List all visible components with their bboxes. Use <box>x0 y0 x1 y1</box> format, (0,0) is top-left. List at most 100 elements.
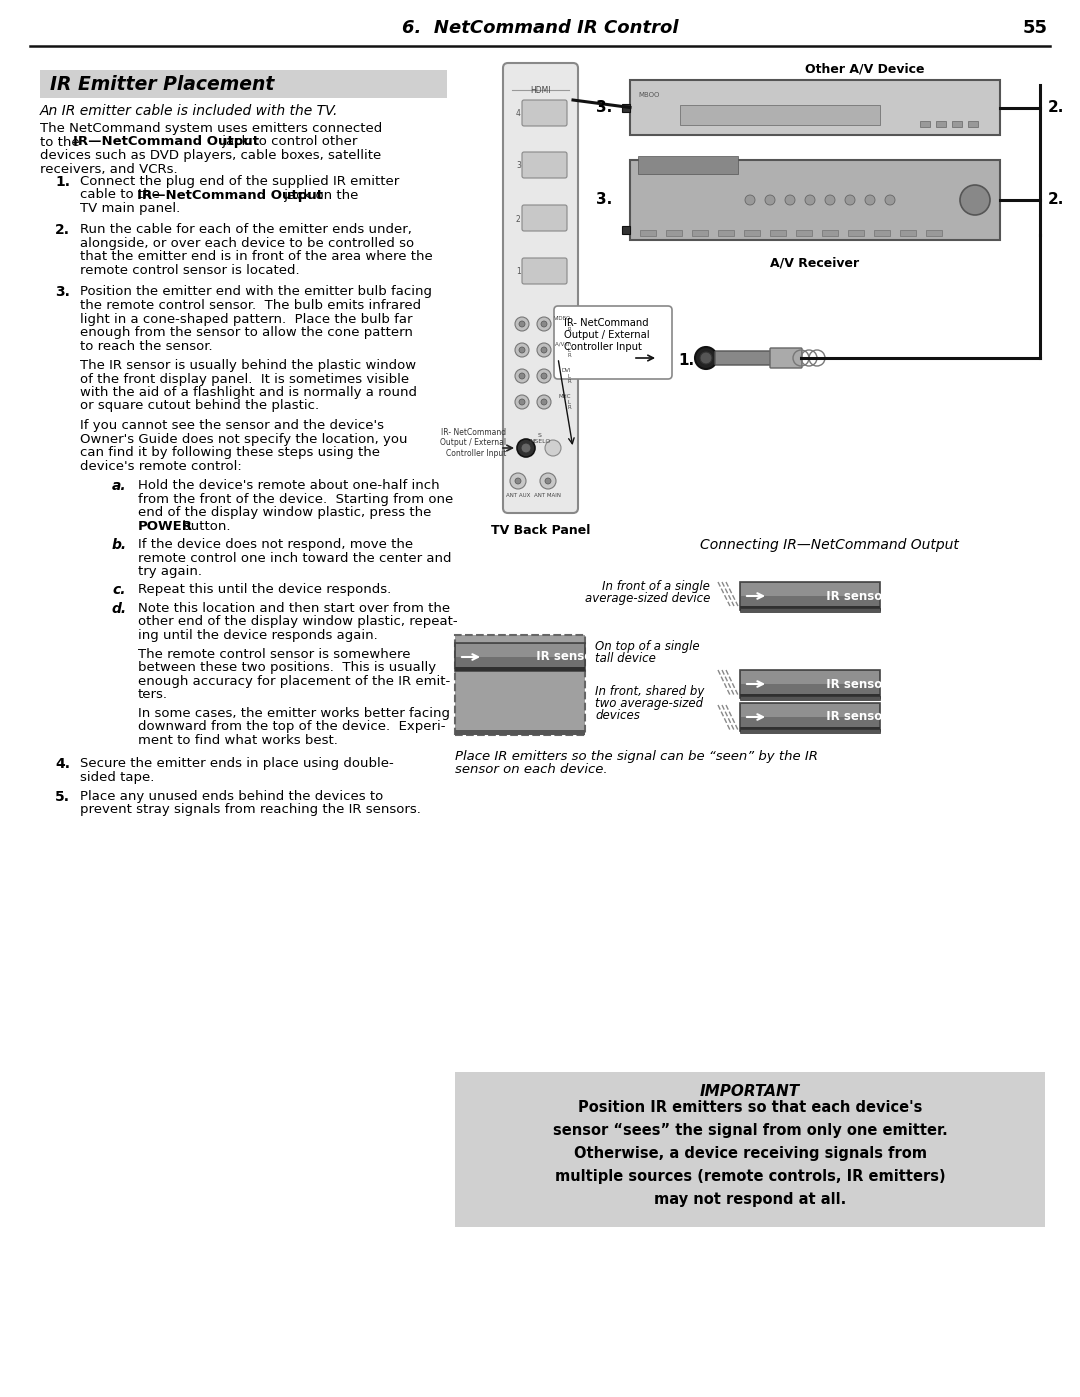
Bar <box>640 231 656 236</box>
Circle shape <box>515 369 529 383</box>
Bar <box>638 156 738 175</box>
Circle shape <box>845 196 855 205</box>
Text: MBOO: MBOO <box>638 92 660 98</box>
FancyBboxPatch shape <box>554 306 672 379</box>
Circle shape <box>785 196 795 205</box>
Text: c.: c. <box>112 584 125 598</box>
Text: ters.: ters. <box>138 687 168 701</box>
Circle shape <box>696 346 717 369</box>
Text: d.: d. <box>112 602 127 616</box>
Text: 3: 3 <box>516 162 521 170</box>
Circle shape <box>545 478 551 483</box>
Circle shape <box>540 474 556 489</box>
Text: Connecting IR—NetCommand Output: Connecting IR—NetCommand Output <box>700 538 959 552</box>
Text: Repeat this until the device responds.: Repeat this until the device responds. <box>138 584 391 597</box>
Circle shape <box>537 395 551 409</box>
Text: 3.: 3. <box>596 101 612 115</box>
FancyBboxPatch shape <box>740 703 880 731</box>
Text: jack on the: jack on the <box>280 189 359 201</box>
Text: that the emitter end is in front of the area where the: that the emitter end is in front of the … <box>80 250 433 264</box>
FancyBboxPatch shape <box>40 70 447 98</box>
Circle shape <box>519 346 525 353</box>
Text: sided tape.: sided tape. <box>80 771 154 784</box>
Text: Note this location and then start over from the: Note this location and then start over f… <box>138 602 450 615</box>
Circle shape <box>885 196 895 205</box>
Text: can find it by following these steps using the: can find it by following these steps usi… <box>80 446 380 460</box>
Text: a.: a. <box>112 479 126 493</box>
Text: remote control one inch toward the center and: remote control one inch toward the cente… <box>138 552 451 564</box>
Text: from the front of the device.  Starting from one: from the front of the device. Starting f… <box>138 493 454 506</box>
Text: IR sensor: IR sensor <box>818 711 888 724</box>
Text: 3.: 3. <box>55 285 70 299</box>
Bar <box>744 231 760 236</box>
Text: the remote control sensor.  The bulb emits infrared: the remote control sensor. The bulb emit… <box>80 299 421 312</box>
Bar <box>900 231 916 236</box>
Bar <box>740 729 880 733</box>
Text: Connect the plug end of the supplied IR emitter: Connect the plug end of the supplied IR … <box>80 175 400 189</box>
Bar <box>680 105 880 124</box>
Text: 1.: 1. <box>55 175 70 189</box>
Text: receivers, and VCRs.: receivers, and VCRs. <box>40 162 177 176</box>
Bar <box>822 231 838 236</box>
Circle shape <box>541 346 546 353</box>
Bar <box>455 666 585 671</box>
Text: Controller Input: Controller Input <box>564 342 642 352</box>
Text: end of the display window plastic, press the: end of the display window plastic, press… <box>138 506 431 520</box>
FancyBboxPatch shape <box>740 671 880 698</box>
Text: A/V Receiver: A/V Receiver <box>770 256 860 270</box>
Bar <box>874 231 890 236</box>
Circle shape <box>545 440 561 455</box>
Bar <box>920 122 930 127</box>
Bar <box>692 231 708 236</box>
Text: other end of the display window plastic, repeat-: other end of the display window plastic,… <box>138 616 458 629</box>
Circle shape <box>519 321 525 327</box>
Text: Otherwise, a device receiving signals from: Otherwise, a device receiving signals fr… <box>573 1146 927 1161</box>
Bar <box>951 122 962 127</box>
Text: The remote control sensor is somewhere: The remote control sensor is somewhere <box>138 647 410 661</box>
Text: VIDEO
L
R: VIDEO L R <box>554 316 571 332</box>
FancyBboxPatch shape <box>522 205 567 231</box>
FancyBboxPatch shape <box>455 643 585 671</box>
Text: IR—NetCommand Output: IR—NetCommand Output <box>137 189 323 201</box>
Text: of the front display panel.  It is sometimes visible: of the front display panel. It is someti… <box>80 373 409 386</box>
Circle shape <box>515 344 529 358</box>
Circle shape <box>541 400 546 405</box>
Bar <box>718 231 734 236</box>
Text: between these two positions.  This is usually: between these two positions. This is usu… <box>138 661 436 673</box>
Text: S
MSELO: S MSELO <box>529 433 551 444</box>
Circle shape <box>805 196 815 205</box>
Text: multiple sources (remote controls, IR emitters): multiple sources (remote controls, IR em… <box>555 1169 945 1185</box>
Circle shape <box>519 400 525 405</box>
Circle shape <box>537 344 551 358</box>
Circle shape <box>515 395 529 409</box>
Bar <box>926 231 942 236</box>
Bar <box>936 122 946 127</box>
FancyBboxPatch shape <box>503 63 578 513</box>
FancyBboxPatch shape <box>522 101 567 126</box>
Text: If you cannot see the sensor and the device's: If you cannot see the sensor and the dev… <box>80 419 384 432</box>
Text: enough accuracy for placement of the IR emit-: enough accuracy for placement of the IR … <box>138 675 450 687</box>
Text: 1.: 1. <box>678 353 694 367</box>
Text: IR sensor: IR sensor <box>528 651 598 664</box>
Text: On top of a single: On top of a single <box>595 640 700 652</box>
Bar <box>848 231 864 236</box>
Text: 55: 55 <box>1023 20 1048 36</box>
Text: If the device does not respond, move the: If the device does not respond, move the <box>138 538 414 550</box>
Text: Secure the emitter ends in place using double-: Secure the emitter ends in place using d… <box>80 757 394 770</box>
Text: cable to the: cable to the <box>80 189 164 201</box>
Bar <box>741 583 879 597</box>
Text: 2.: 2. <box>1048 101 1065 115</box>
Text: Output / External: Output / External <box>564 330 650 339</box>
Text: POWER: POWER <box>138 520 193 532</box>
Text: light in a cone-shaped pattern.  Place the bulb far: light in a cone-shaped pattern. Place th… <box>80 313 413 326</box>
Text: or square cutout behind the plastic.: or square cutout behind the plastic. <box>80 400 319 412</box>
Bar <box>622 103 630 112</box>
Circle shape <box>825 196 835 205</box>
Circle shape <box>521 443 531 453</box>
Text: ing until the device responds again.: ing until the device responds again. <box>138 629 378 643</box>
Text: DVI
L
R: DVI L R <box>562 367 571 384</box>
Bar <box>796 231 812 236</box>
FancyBboxPatch shape <box>740 583 880 610</box>
Circle shape <box>515 478 521 483</box>
Text: ANT MAIN: ANT MAIN <box>535 493 562 497</box>
